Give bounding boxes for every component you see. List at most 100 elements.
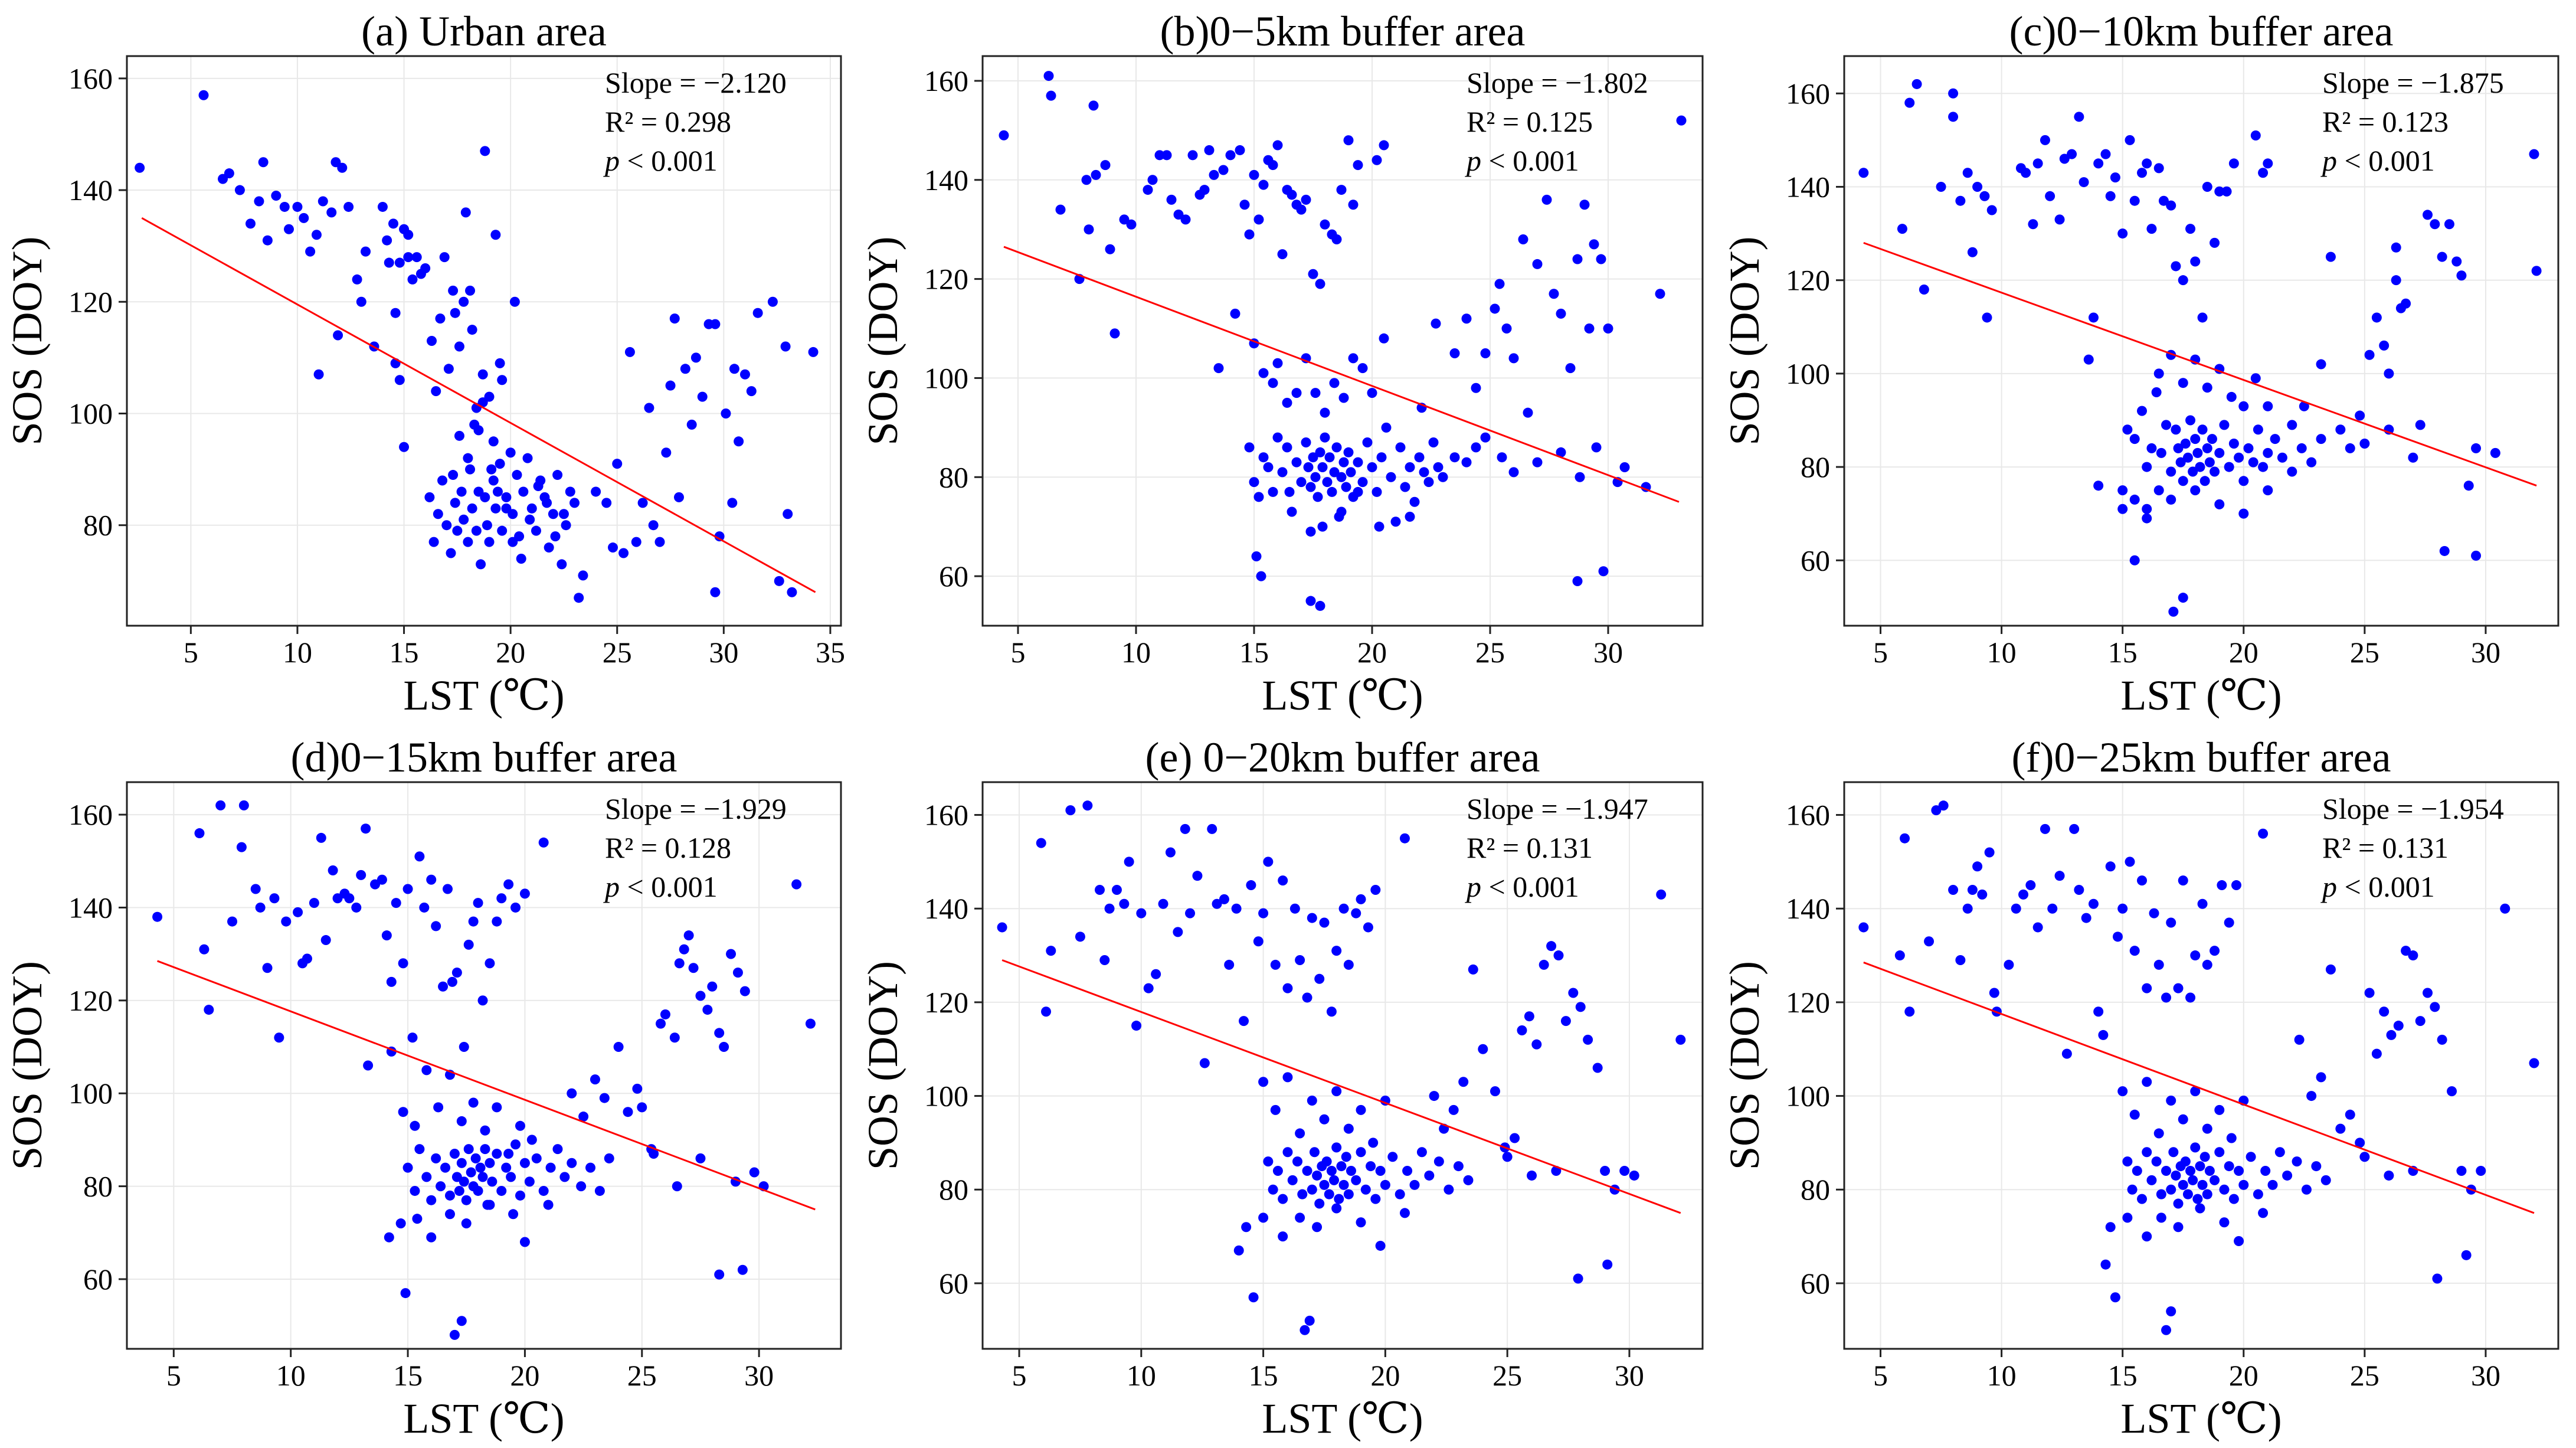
- scatter-point: [1147, 175, 1158, 185]
- scatter-point: [428, 537, 439, 547]
- scatter-point: [1490, 1086, 1500, 1097]
- scatter-point: [402, 1162, 413, 1173]
- scatter-point: [2129, 195, 2140, 206]
- scatter-point: [519, 888, 530, 899]
- y-tick-label: 80: [83, 509, 113, 542]
- scatter-point: [2054, 214, 2065, 225]
- scatter-point: [1402, 1166, 1413, 1176]
- scatter-point: [431, 386, 441, 397]
- scatter-point: [198, 90, 209, 100]
- scatter-point: [400, 1288, 411, 1299]
- scatter-point: [1471, 442, 1481, 453]
- scatter-point: [1282, 1072, 1293, 1083]
- scatter-point: [2204, 1166, 2215, 1176]
- scatter-point: [407, 1032, 418, 1043]
- scatter-point: [454, 1185, 464, 1196]
- scatter-point: [2192, 447, 2203, 458]
- scatter-point: [1312, 492, 1323, 502]
- scatter-point: [2171, 424, 2181, 435]
- scatter-point: [1258, 179, 1269, 190]
- scatter-point: [569, 498, 580, 508]
- scatter-point: [2471, 550, 2482, 561]
- scatter-point: [2129, 1109, 2140, 1120]
- scatter-point: [2142, 1147, 2152, 1158]
- scatter-point: [1541, 194, 1552, 205]
- scatter-point: [1357, 363, 1368, 374]
- scatter-point: [578, 1112, 589, 1122]
- scatter-point: [454, 341, 464, 352]
- scatter-point: [2040, 823, 2050, 834]
- scatter-point: [1268, 378, 1278, 388]
- r2-annotation: R² = 0.298: [605, 105, 731, 138]
- scatter-point: [2197, 312, 2208, 323]
- scatter-point: [707, 981, 718, 992]
- scatter-point: [468, 916, 479, 927]
- scatter-point: [284, 224, 294, 234]
- scatter-point: [2439, 545, 2450, 556]
- scatter-point: [488, 436, 499, 447]
- scatter-point: [1321, 1156, 1332, 1167]
- p-value-annotation: p < 0.001: [1465, 144, 1579, 177]
- scatter-point: [467, 325, 477, 335]
- scatter-point: [2456, 270, 2467, 281]
- slope-annotation: Slope = −1.802: [1467, 66, 1648, 99]
- scatter-point: [997, 922, 1007, 933]
- scatter-point: [501, 503, 512, 514]
- scatter-point: [2384, 1170, 2394, 1181]
- scatter-point: [1356, 1104, 1366, 1115]
- scatter-point: [316, 832, 326, 843]
- scatter-point: [2274, 1147, 2285, 1158]
- scatter-point: [2047, 903, 2058, 914]
- scatter-point: [485, 1158, 495, 1168]
- scatter-point: [2476, 1166, 2486, 1176]
- scatter-point: [1527, 1170, 1537, 1181]
- regression-line: [1863, 962, 2535, 1214]
- scatter-point: [2105, 191, 2116, 201]
- scatter-point: [1317, 521, 1328, 532]
- r2-annotation: R² = 0.123: [2322, 105, 2449, 138]
- scatter-point: [386, 976, 397, 987]
- scatter-point: [1366, 1161, 1376, 1172]
- y-tick-label: 160: [924, 799, 968, 832]
- scatter-point: [1284, 486, 1295, 497]
- scatter-point: [495, 459, 505, 469]
- scatter-point: [1278, 875, 1288, 886]
- scatter-point: [574, 593, 584, 603]
- scatter-point: [487, 1176, 497, 1187]
- scatter-point: [508, 537, 518, 547]
- scatter-point: [1897, 224, 1907, 234]
- scatter-point: [2088, 898, 2099, 909]
- scatter-point: [1239, 200, 1250, 210]
- scatter-point: [1230, 308, 1240, 319]
- scatter-point: [2214, 1147, 2225, 1158]
- panel-title: (a) Urban area: [361, 8, 607, 55]
- scatter-point: [1084, 224, 1094, 235]
- scatter-point: [1676, 115, 1687, 126]
- scatter-point: [1904, 1006, 1915, 1017]
- scatter-point: [1338, 1179, 1349, 1190]
- scatter-point: [1282, 442, 1292, 453]
- scatter-point: [1225, 150, 1236, 161]
- scatter-point: [2137, 168, 2148, 178]
- scatter-point: [1924, 936, 1935, 947]
- scatter-point: [2408, 452, 2418, 463]
- scatter-point: [2117, 1086, 2128, 1097]
- scatter-point: [1212, 898, 1222, 909]
- scatter-point: [2151, 1156, 2162, 1167]
- y-tick-label: 120: [1786, 264, 1830, 297]
- scatter-point: [1444, 1184, 1454, 1195]
- scatter-point: [1244, 442, 1255, 453]
- scatter-point: [2185, 224, 2196, 234]
- regression-line: [1863, 241, 2537, 487]
- scatter-point: [1387, 1152, 1398, 1162]
- scatter-point: [2529, 149, 2539, 159]
- scatter-point: [305, 246, 316, 257]
- scatter-point: [1600, 1166, 1611, 1176]
- scatter-point: [390, 308, 401, 318]
- scatter-point: [2180, 439, 2191, 449]
- scatter-point: [2188, 466, 2198, 477]
- scatter-point: [695, 991, 706, 1001]
- scatter-point: [1207, 823, 1217, 834]
- scatter-point: [576, 1181, 587, 1192]
- scatter-point: [2088, 312, 2099, 323]
